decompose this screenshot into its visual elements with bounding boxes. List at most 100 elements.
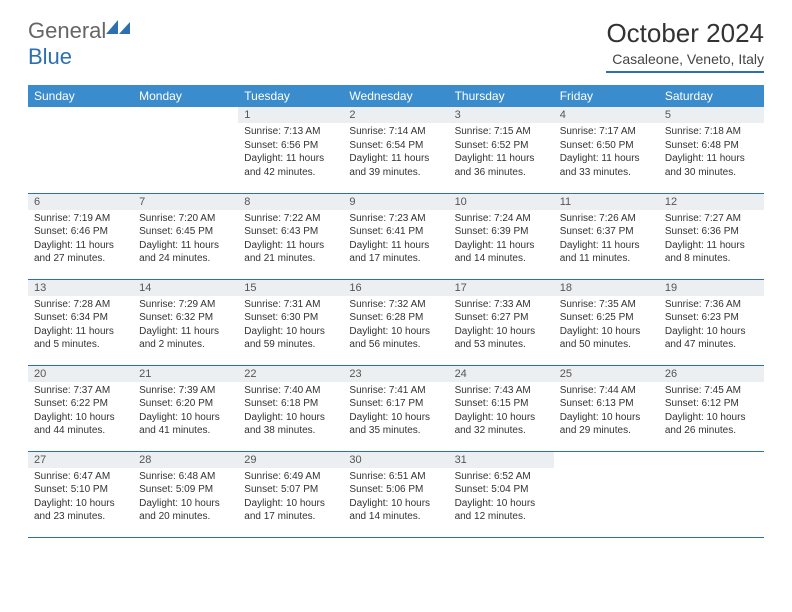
day-header: Sunday [28,85,133,107]
day-body: Sunrise: 7:44 AMSunset: 6:13 PMDaylight:… [554,382,659,442]
sunset-line: Sunset: 6:37 PM [560,225,653,239]
daylight-line: Daylight: 10 hours and 59 minutes. [244,325,337,352]
sunrise-line: Sunrise: 7:45 AM [665,384,758,398]
day-number: 11 [554,194,659,210]
sunrise-line: Sunrise: 7:32 AM [349,298,442,312]
day-body: Sunrise: 7:20 AMSunset: 6:45 PMDaylight:… [133,210,238,270]
sunset-line: Sunset: 6:17 PM [349,397,442,411]
daylight-line: Daylight: 10 hours and 12 minutes. [455,497,548,524]
sunset-line: Sunset: 5:04 PM [455,483,548,497]
day-body: Sunrise: 7:35 AMSunset: 6:25 PMDaylight:… [554,296,659,356]
sunrise-line: Sunrise: 7:44 AM [560,384,653,398]
day-number: 9 [343,194,448,210]
sunrise-line: Sunrise: 7:28 AM [34,298,127,312]
calendar-body: 1Sunrise: 7:13 AMSunset: 6:56 PMDaylight… [28,107,764,537]
sunset-line: Sunset: 6:23 PM [665,311,758,325]
calendar-cell: 23Sunrise: 7:41 AMSunset: 6:17 PMDayligh… [343,365,448,451]
day-body: Sunrise: 7:15 AMSunset: 6:52 PMDaylight:… [449,123,554,183]
daylight-line: Daylight: 10 hours and 23 minutes. [34,497,127,524]
calendar-cell: 17Sunrise: 7:33 AMSunset: 6:27 PMDayligh… [449,279,554,365]
sunset-line: Sunset: 5:07 PM [244,483,337,497]
daylight-line: Daylight: 11 hours and 17 minutes. [349,239,442,266]
day-number: 30 [343,452,448,468]
daylight-line: Daylight: 10 hours and 50 minutes. [560,325,653,352]
page-title: October 2024 [606,18,764,49]
day-number: 21 [133,366,238,382]
day-header: Thursday [449,85,554,107]
day-number: 18 [554,280,659,296]
sunrise-line: Sunrise: 6:52 AM [455,470,548,484]
daylight-line: Daylight: 11 hours and 30 minutes. [665,152,758,179]
sunset-line: Sunset: 6:50 PM [560,139,653,153]
daylight-line: Daylight: 11 hours and 42 minutes. [244,152,337,179]
daylight-line: Daylight: 11 hours and 5 minutes. [34,325,127,352]
calendar-cell: 5Sunrise: 7:18 AMSunset: 6:48 PMDaylight… [659,107,764,193]
daylight-line: Daylight: 10 hours and 44 minutes. [34,411,127,438]
sunset-line: Sunset: 6:30 PM [244,311,337,325]
calendar-cell: 6Sunrise: 7:19 AMSunset: 6:46 PMDaylight… [28,193,133,279]
day-number: 4 [554,107,659,123]
calendar-cell [659,451,764,537]
day-body: Sunrise: 7:28 AMSunset: 6:34 PMDaylight:… [28,296,133,356]
sunset-line: Sunset: 6:15 PM [455,397,548,411]
day-number: 2 [343,107,448,123]
day-body: Sunrise: 7:29 AMSunset: 6:32 PMDaylight:… [133,296,238,356]
calendar-cell: 7Sunrise: 7:20 AMSunset: 6:45 PMDaylight… [133,193,238,279]
daylight-line: Daylight: 11 hours and 8 minutes. [665,239,758,266]
day-body: Sunrise: 7:45 AMSunset: 6:12 PMDaylight:… [659,382,764,442]
sunrise-line: Sunrise: 7:24 AM [455,212,548,226]
sunrise-line: Sunrise: 7:18 AM [665,125,758,139]
sunset-line: Sunset: 6:32 PM [139,311,232,325]
day-number: 1 [238,107,343,123]
day-body: Sunrise: 7:32 AMSunset: 6:28 PMDaylight:… [343,296,448,356]
sunrise-line: Sunrise: 7:20 AM [139,212,232,226]
daylight-line: Daylight: 10 hours and 53 minutes. [455,325,548,352]
day-number: 26 [659,366,764,382]
day-number: 15 [238,280,343,296]
sunset-line: Sunset: 6:39 PM [455,225,548,239]
sunset-line: Sunset: 6:20 PM [139,397,232,411]
daylight-line: Daylight: 10 hours and 41 minutes. [139,411,232,438]
day-number: 10 [449,194,554,210]
calendar-cell [554,451,659,537]
calendar-head: SundayMondayTuesdayWednesdayThursdayFrid… [28,85,764,107]
calendar-cell: 4Sunrise: 7:17 AMSunset: 6:50 PMDaylight… [554,107,659,193]
calendar-cell: 3Sunrise: 7:15 AMSunset: 6:52 PMDaylight… [449,107,554,193]
calendar-cell: 8Sunrise: 7:22 AMSunset: 6:43 PMDaylight… [238,193,343,279]
calendar-cell: 31Sunrise: 6:52 AMSunset: 5:04 PMDayligh… [449,451,554,537]
sunset-line: Sunset: 6:18 PM [244,397,337,411]
sunrise-line: Sunrise: 7:41 AM [349,384,442,398]
day-body: Sunrise: 7:36 AMSunset: 6:23 PMDaylight:… [659,296,764,356]
sunrise-line: Sunrise: 7:35 AM [560,298,653,312]
daylight-line: Daylight: 11 hours and 14 minutes. [455,239,548,266]
daylight-line: Daylight: 11 hours and 27 minutes. [34,239,127,266]
sunset-line: Sunset: 6:48 PM [665,139,758,153]
calendar-cell: 21Sunrise: 7:39 AMSunset: 6:20 PMDayligh… [133,365,238,451]
logo: General Blue [28,18,130,70]
calendar-cell: 18Sunrise: 7:35 AMSunset: 6:25 PMDayligh… [554,279,659,365]
sunrise-line: Sunrise: 6:49 AM [244,470,337,484]
sunrise-line: Sunrise: 7:27 AM [665,212,758,226]
sunrise-line: Sunrise: 7:19 AM [34,212,127,226]
sunrise-line: Sunrise: 7:14 AM [349,125,442,139]
sunrise-line: Sunrise: 7:33 AM [455,298,548,312]
daylight-line: Daylight: 11 hours and 39 minutes. [349,152,442,179]
calendar-week-row: 13Sunrise: 7:28 AMSunset: 6:34 PMDayligh… [28,279,764,365]
day-body: Sunrise: 7:14 AMSunset: 6:54 PMDaylight:… [343,123,448,183]
calendar-cell: 9Sunrise: 7:23 AMSunset: 6:41 PMDaylight… [343,193,448,279]
day-body: Sunrise: 7:33 AMSunset: 6:27 PMDaylight:… [449,296,554,356]
daylight-line: Daylight: 10 hours and 56 minutes. [349,325,442,352]
sunset-line: Sunset: 6:34 PM [34,311,127,325]
calendar-cell: 11Sunrise: 7:26 AMSunset: 6:37 PMDayligh… [554,193,659,279]
sunset-line: Sunset: 5:06 PM [349,483,442,497]
sunset-line: Sunset: 6:12 PM [665,397,758,411]
calendar-cell: 16Sunrise: 7:32 AMSunset: 6:28 PMDayligh… [343,279,448,365]
day-number: 29 [238,452,343,468]
calendar-cell: 30Sunrise: 6:51 AMSunset: 5:06 PMDayligh… [343,451,448,537]
day-body: Sunrise: 7:31 AMSunset: 6:30 PMDaylight:… [238,296,343,356]
day-header: Friday [554,85,659,107]
daylight-line: Daylight: 10 hours and 29 minutes. [560,411,653,438]
day-body: Sunrise: 7:23 AMSunset: 6:41 PMDaylight:… [343,210,448,270]
sunrise-line: Sunrise: 7:13 AM [244,125,337,139]
day-header: Saturday [659,85,764,107]
